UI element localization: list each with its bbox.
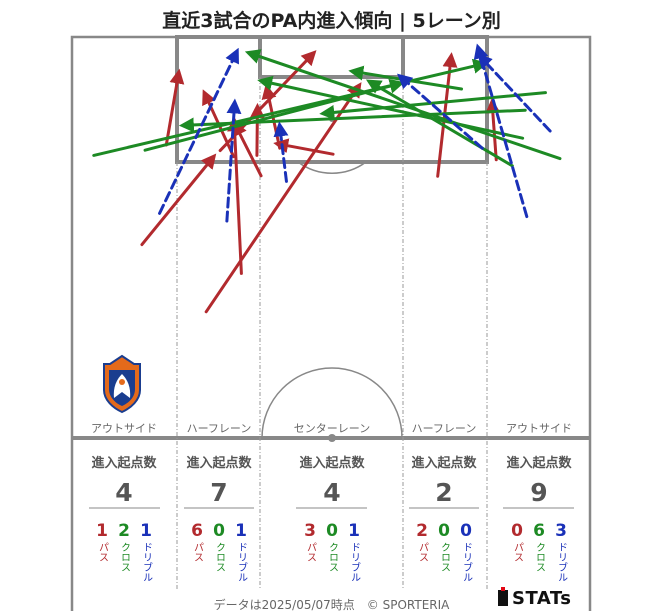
pass-count: 3 <box>304 521 316 541</box>
dribble-arrow <box>273 121 289 183</box>
dribble-label: ドリブル <box>140 542 152 582</box>
center-circle <box>261 367 403 439</box>
stat-header: 進入起点数 <box>299 456 365 471</box>
dribble-label: ドリブル <box>235 542 247 582</box>
pass-label: パス <box>416 542 428 562</box>
dribble-count: 3 <box>555 521 567 541</box>
pass-count: 1 <box>96 521 108 541</box>
dribble-arrow <box>477 53 552 133</box>
lane-label: ハーフレーン <box>187 422 252 435</box>
stat-header: 進入起点数 <box>91 456 157 471</box>
entry-total: 2 <box>435 478 453 507</box>
lane-stat-center: 進入起点数 4 3 パス 0 クロス 1 ドリブル <box>284 452 380 582</box>
lane-stat-halfspace-right: 進入起点数 2 2 パス 0 クロス 0 ドリブル <box>397 452 491 582</box>
goal-area <box>258 35 405 79</box>
dribble-label: ドリブル <box>348 542 360 582</box>
cross-label: クロス <box>213 542 225 572</box>
cross-count: 6 <box>533 521 545 541</box>
dribble-arrow <box>158 47 239 215</box>
brand-mark-icon <box>498 587 508 606</box>
pass-label: パス <box>96 542 108 562</box>
dribble-label: ドリブル <box>460 542 472 582</box>
club-crest-icon <box>103 354 141 414</box>
dribble-count: 1 <box>140 521 152 541</box>
brand-logo: STATs <box>498 587 572 609</box>
cross-label: クロス <box>118 542 130 572</box>
lane-label: アウトサイド <box>91 422 157 435</box>
data-footer: データは2025/05/07時点 © SPORTERIA <box>213 598 450 612</box>
pass-label: パス <box>191 542 203 562</box>
lane-label: アウトサイド <box>506 422 572 435</box>
dribble-label: ドリブル <box>555 542 567 582</box>
entry-total: 7 <box>210 478 228 507</box>
lane-label: センターレーン <box>294 422 370 435</box>
chart-title: 直近3試合のPA内進入傾向 | 5レーン別 <box>162 10 501 32</box>
cross-label: クロス <box>438 542 450 572</box>
cross-arrow <box>92 58 489 157</box>
dribble-count: 0 <box>460 521 472 541</box>
pass-arrow <box>233 120 263 178</box>
dribble-arrow <box>397 73 484 150</box>
cross-arrow <box>365 79 514 168</box>
pass-label: パス <box>304 542 316 562</box>
lane-stat-outside-right: 進入起点数 9 0 パス 6 クロス 3 ドリブル <box>492 452 586 582</box>
pass-arrow <box>227 116 243 275</box>
cross-arrow <box>178 108 527 133</box>
pass-arrow <box>273 138 335 156</box>
stat-header: 進入起点数 <box>411 456 477 471</box>
dribble-count: 1 <box>348 521 360 541</box>
cross-count: 0 <box>326 521 338 541</box>
center-spot <box>328 434 336 442</box>
brand-name: STATs <box>512 588 572 609</box>
cross-arrow <box>143 78 405 152</box>
pass-count: 6 <box>191 521 203 541</box>
lane-stat-outside-left: 進入起点数 4 1 パス 2 クロス 1 ドリブル <box>77 452 171 582</box>
arrow-layer <box>92 43 562 314</box>
pass-count: 2 <box>416 521 428 541</box>
cross-arrow <box>319 91 547 120</box>
pass-arrow <box>140 153 217 247</box>
pass-label: パス <box>511 542 523 562</box>
cross-arrow <box>257 75 525 140</box>
cross-count: 0 <box>213 521 225 541</box>
dribble-arrow <box>473 43 529 219</box>
cross-count: 0 <box>438 521 450 541</box>
pass-count: 0 <box>511 521 523 541</box>
stat-header: 進入起点数 <box>186 456 252 471</box>
lane-stat-halfspace-left: 進入起点数 7 6 パス 0 クロス 1 ドリブル <box>172 452 266 582</box>
dribble-count: 1 <box>235 521 247 541</box>
dribble-arrow <box>225 98 242 223</box>
pass-arrow <box>249 102 265 157</box>
stat-header: 進入起点数 <box>506 456 572 471</box>
entry-total: 4 <box>323 478 341 507</box>
pass-arrow <box>204 82 362 314</box>
lane-label: ハーフレーン <box>412 422 477 435</box>
entry-total: 4 <box>115 478 133 507</box>
cross-label: クロス <box>533 542 545 572</box>
cross-label: クロス <box>326 542 338 572</box>
pass-arrow <box>164 68 185 147</box>
entry-total: 9 <box>530 478 548 507</box>
cross-count: 2 <box>118 521 130 541</box>
